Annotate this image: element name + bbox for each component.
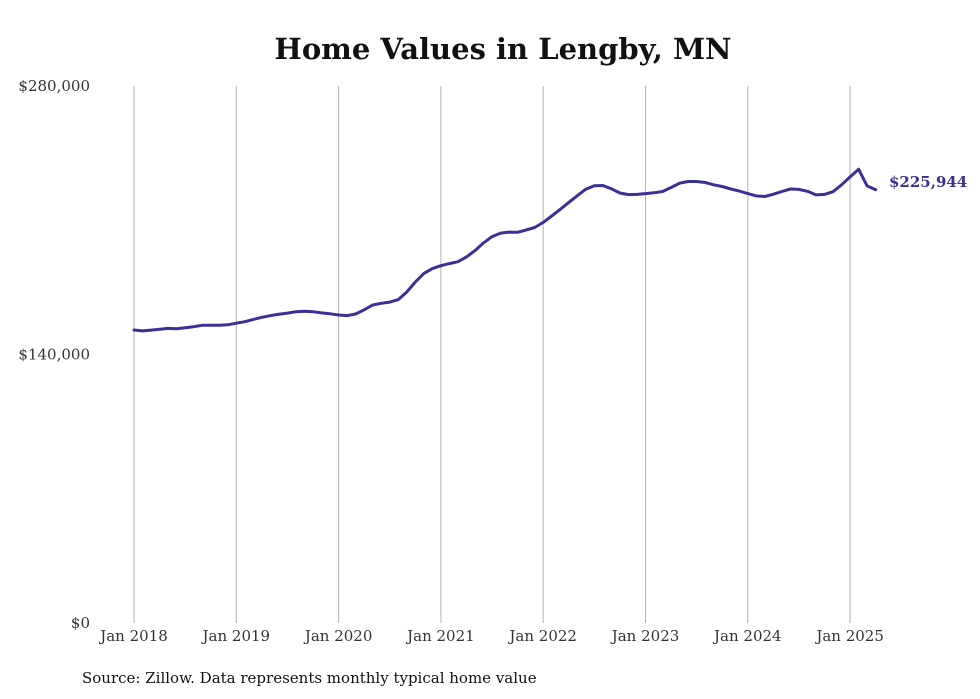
x-tick-label: Jan 2024: [712, 627, 782, 645]
series-line-0: [132, 167, 878, 333]
x-tick-label: Jan 2023: [610, 627, 680, 645]
grid-lines: [133, 86, 851, 623]
source-note: Source: Zillow. Data represents monthly …: [82, 669, 537, 687]
x-axis-tick-labels: Jan 2018 Jan 2019 Jan 2020 Jan 2021 Jan 2022…: [98, 627, 884, 645]
y-axis-tick-labels: $0 $140,000 $280,000: [18, 77, 90, 632]
end-value-label: $225,944: [889, 173, 967, 191]
y-tick-label: $0: [71, 614, 90, 632]
y-tick-label: $280,000: [18, 77, 90, 95]
series-layer: [132, 167, 878, 333]
x-tick-label: Jan 2025: [814, 627, 884, 645]
x-tick-label: Jan 2018: [98, 627, 168, 645]
x-tick-label: Jan 2020: [303, 627, 373, 645]
x-tick-label: Jan 2021: [405, 627, 475, 645]
x-tick-label: Jan 2022: [507, 627, 577, 645]
x-tick-label: Jan 2019: [201, 627, 271, 645]
y-tick-label: $140,000: [18, 346, 90, 364]
chart-title: Home Values in Lengby, MN: [274, 32, 731, 66]
